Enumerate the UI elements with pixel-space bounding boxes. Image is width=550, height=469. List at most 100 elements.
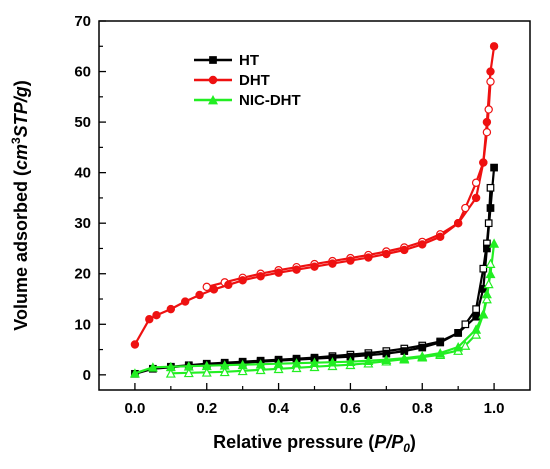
- dht-desorption-point: [461, 203, 470, 213]
- y-axis-title-unit2: STP/g: [11, 86, 31, 137]
- dht-adsorption-point: [310, 262, 319, 271]
- nic-dht-adsorption-point: [165, 361, 176, 372]
- nic-dht-adsorption-point: [381, 354, 392, 365]
- nic-dht-adsorption-point: [327, 357, 338, 367]
- dht-adsorption-point: [364, 253, 373, 262]
- nic-dht-adsorption-point: [183, 361, 194, 371]
- nic-dht-desorption-point: [255, 364, 266, 375]
- ht-desorption-point: [479, 264, 488, 273]
- dht-adsorption-point: [209, 285, 219, 294]
- y-tick-label: 0: [83, 367, 91, 384]
- x-axis-title-main: Relative pressure (: [213, 432, 374, 452]
- legend: HT DHT NIC-DHT: [194, 52, 301, 109]
- dht-adsorption-point: [453, 218, 463, 228]
- ht-desorption-point: [484, 219, 493, 228]
- dht-adsorption-point: [346, 256, 355, 265]
- dht-adsorption-point: [130, 340, 140, 349]
- y-tick-label: 40: [74, 165, 91, 182]
- nic-dht-adsorption-point: [481, 288, 492, 299]
- dht-adsorption-point: [224, 280, 233, 290]
- legend-label-ht: HT: [239, 52, 259, 69]
- ht-adsorption-point: [486, 204, 495, 212]
- x-axis-title-var: P/P: [374, 432, 404, 452]
- dht-adsorption-point: [292, 265, 301, 274]
- x-axis: 0.0 0.2 0.4 0.6 0.8 1.0: [124, 383, 505, 417]
- series-dht: [130, 42, 499, 349]
- dht-adsorption-point: [436, 232, 445, 242]
- ht-desorption-point: [486, 183, 495, 192]
- y-axis-title: Volume adsorbed (cm3STP/g): [9, 80, 31, 330]
- x-axis-title: Relative pressure (P/P0): [213, 432, 416, 455]
- legend-marker-ht: [209, 56, 217, 64]
- dht-adsorption-point: [328, 259, 337, 268]
- ht-adsorption-point: [418, 343, 427, 352]
- nic-dht-adsorption-point: [485, 268, 496, 279]
- ht-adsorption-point: [436, 338, 445, 347]
- legend-marker-nic-dht: [208, 94, 218, 105]
- dht-adsorption-point: [489, 42, 499, 51]
- x-tick-label: 0.6: [340, 400, 361, 417]
- nic-dht-adsorption-point: [255, 359, 266, 369]
- nic-dht-adsorption-point: [345, 356, 356, 367]
- nic-dht-adsorption-point: [489, 238, 500, 248]
- x-axis-title-close: ): [410, 432, 416, 452]
- series-nic-dht: [129, 238, 500, 378]
- y-axis-title-main: Volume adsorbed (: [11, 170, 31, 331]
- nic-dht-adsorption-point: [478, 309, 489, 319]
- nic-dht-adsorption-point: [417, 351, 428, 361]
- x-tick-label: 0.8: [412, 400, 433, 417]
- dht-desorption-point: [471, 178, 481, 187]
- legend-label-nic-dht: NIC-DHT: [239, 92, 301, 109]
- dht-adsorption-point: [471, 193, 481, 203]
- nic-dht-adsorption-point: [273, 358, 284, 369]
- y-tick-label: 30: [74, 215, 91, 232]
- y-axis: 0 10 20 30 40 50 60 70: [74, 13, 106, 384]
- ht-adsorption-point: [454, 329, 463, 337]
- nic-dht-adsorption-point: [435, 348, 446, 358]
- nic-dht-adsorption-point: [399, 353, 410, 363]
- nic-dht-adsorption-point: [309, 357, 320, 368]
- legend-marker-dht: [208, 75, 218, 85]
- dht-desorption-point: [484, 105, 493, 114]
- nic-dht-adsorption-point: [201, 360, 212, 371]
- ht-adsorption-point: [490, 163, 498, 172]
- nic-dht-desorption-point: [483, 278, 494, 289]
- nic-dht-desorption-point: [291, 362, 302, 373]
- ht-adsorption-point: [472, 312, 480, 321]
- plot-series: [129, 42, 500, 378]
- y-axis-title-close: ): [11, 80, 31, 86]
- dht-adsorption-point: [152, 310, 161, 320]
- dht-adsorption-point: [180, 297, 190, 306]
- nic-dht-desorption-point: [237, 365, 248, 376]
- nic-dht-adsorption-point: [219, 360, 230, 370]
- dht-adsorption-point: [238, 276, 247, 285]
- y-tick-label: 10: [74, 316, 91, 333]
- nic-dht-adsorption-point: [291, 358, 302, 368]
- ht-adsorption-point: [479, 285, 488, 293]
- legend-label-dht: DHT: [239, 72, 270, 89]
- nic-dht-adsorption-point: [237, 359, 248, 370]
- dht-adsorption-point: [482, 117, 492, 127]
- ht-desorption-point: [472, 305, 480, 313]
- y-tick-label: 50: [74, 114, 91, 131]
- x-tick-label: 0.2: [196, 400, 217, 417]
- nic-dht-desorption-point: [165, 368, 176, 378]
- x-axis-title-sub: 0: [403, 441, 410, 455]
- nic-dht-desorption-point: [485, 258, 496, 268]
- nic-dht-adsorption-point: [363, 355, 374, 366]
- x-tick-label: 0.0: [124, 400, 145, 417]
- nic-dht-desorption-point: [481, 293, 492, 304]
- dht-adsorption-point: [274, 268, 283, 277]
- y-axis-title-sup: 3: [9, 137, 23, 144]
- nic-dht-desorption-point: [183, 367, 194, 378]
- y-tick-label: 70: [74, 13, 91, 30]
- nic-dht-desorption-point: [219, 366, 230, 377]
- dht-desorption-point: [486, 77, 495, 86]
- dht-adsorption-point: [195, 290, 204, 300]
- dht-adsorption-point: [418, 240, 427, 249]
- dht-adsorption-point: [145, 315, 154, 324]
- nic-dht-adsorption-point: [129, 368, 140, 378]
- nic-dht-desorption-point: [201, 367, 212, 377]
- ht-adsorption-point: [483, 244, 491, 253]
